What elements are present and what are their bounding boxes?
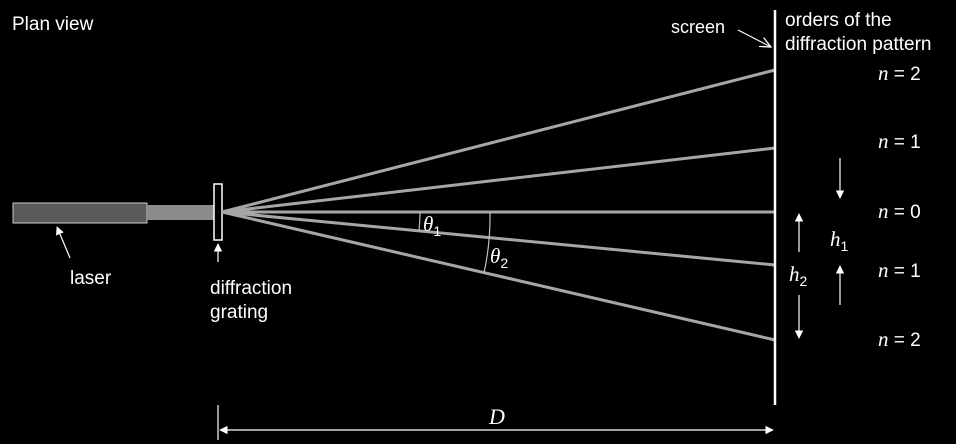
laser-beam [147,205,214,220]
screen-pointer-arrow [737,29,771,47]
ray-order-minus-2 [221,210,776,342]
order-label-plus-2: n = 2 [878,61,921,85]
h1-label: h1 [830,227,849,254]
theta1-arc [418,211,421,232]
h2-label: h2 [789,262,808,289]
orders-heading-line1: orders of the [785,10,892,31]
ray-order-minus-1 [221,210,776,267]
order-label-plus-1: n = 1 [878,129,921,153]
laser-pointer-arrow [56,226,71,259]
ray-order-plus-1 [221,146,776,214]
distance-label: D [488,404,505,429]
theta1-label: θ1 [423,212,441,239]
order-label-minus-1: n = 1 [878,258,921,282]
laser-body [12,202,148,224]
screen-label: screen [671,17,725,37]
laser-label: laser [70,268,112,289]
plan-view-label: Plan view [12,14,94,35]
diffraction-grating [213,183,223,241]
grating-label-line1: diffraction [210,278,292,299]
grating-label-line2: grating [210,302,268,323]
ray-order-plus-2 [221,68,776,214]
order-label-0: n = 0 [878,199,921,223]
orders-heading-line2: diffraction pattern [785,34,931,55]
theta2-label: θ2 [490,244,508,271]
theta2-arc [483,211,491,274]
order-label-minus-2: n = 2 [878,327,921,351]
